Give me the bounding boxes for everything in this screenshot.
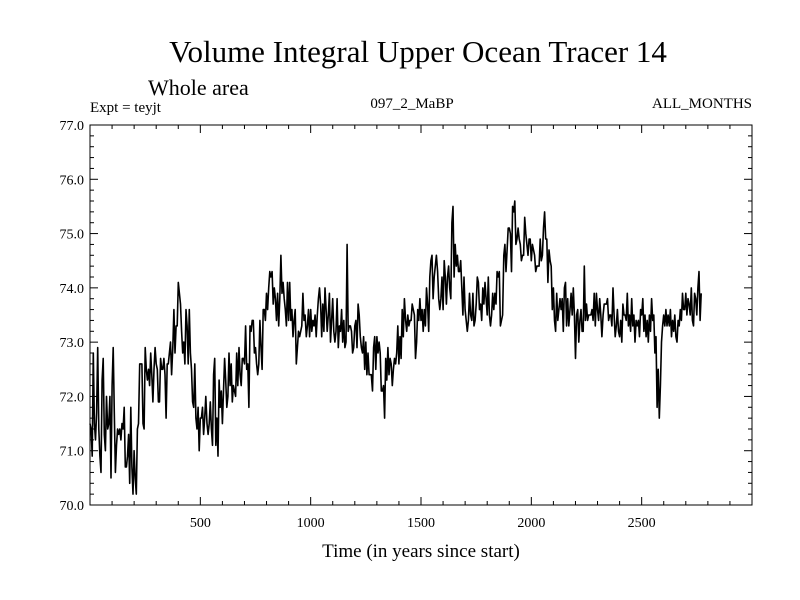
y-tick-label: 71.0 [60,445,85,460]
y-tick-label: 70.0 [60,499,85,514]
period-label: ALL_MONTHS [652,96,752,112]
y-tick-label: 76.0 [60,173,85,188]
plot-frame [89,124,753,506]
chart-title: Volume Integral Upper Ocean Tracer 14 [169,34,667,69]
y-tick-label: 73.0 [60,336,85,351]
y-tick-label: 75.0 [60,228,85,243]
y-tick-label: 74.0 [60,282,85,297]
chart-subtitle: Whole area [148,75,249,100]
x-axis-label: Time (in years since start) [322,541,520,562]
run-label: 097_2_MaBP [370,96,453,112]
x-tick-label: 1000 [297,516,325,531]
axis-tick-labels: 70.0 71.0 72.0 73.0 74.0 75.0 76.0 77.0 500 1000 1… [60,119,656,531]
experiment-label: Expt = teyjt [90,100,162,116]
series-line [89,200,702,495]
y-tick-label: 72.0 [60,390,85,405]
x-tick-label: 1500 [407,516,435,531]
y-tick-label: 77.0 [60,119,85,134]
x-tick-label: 2000 [517,516,545,531]
x-tick-label: 2500 [628,516,656,531]
x-tick-label: 500 [190,516,211,531]
